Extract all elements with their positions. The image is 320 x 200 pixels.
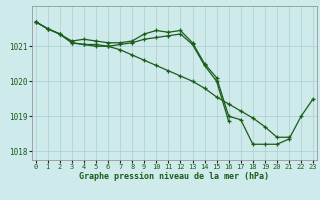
X-axis label: Graphe pression niveau de la mer (hPa): Graphe pression niveau de la mer (hPa) — [79, 172, 269, 181]
